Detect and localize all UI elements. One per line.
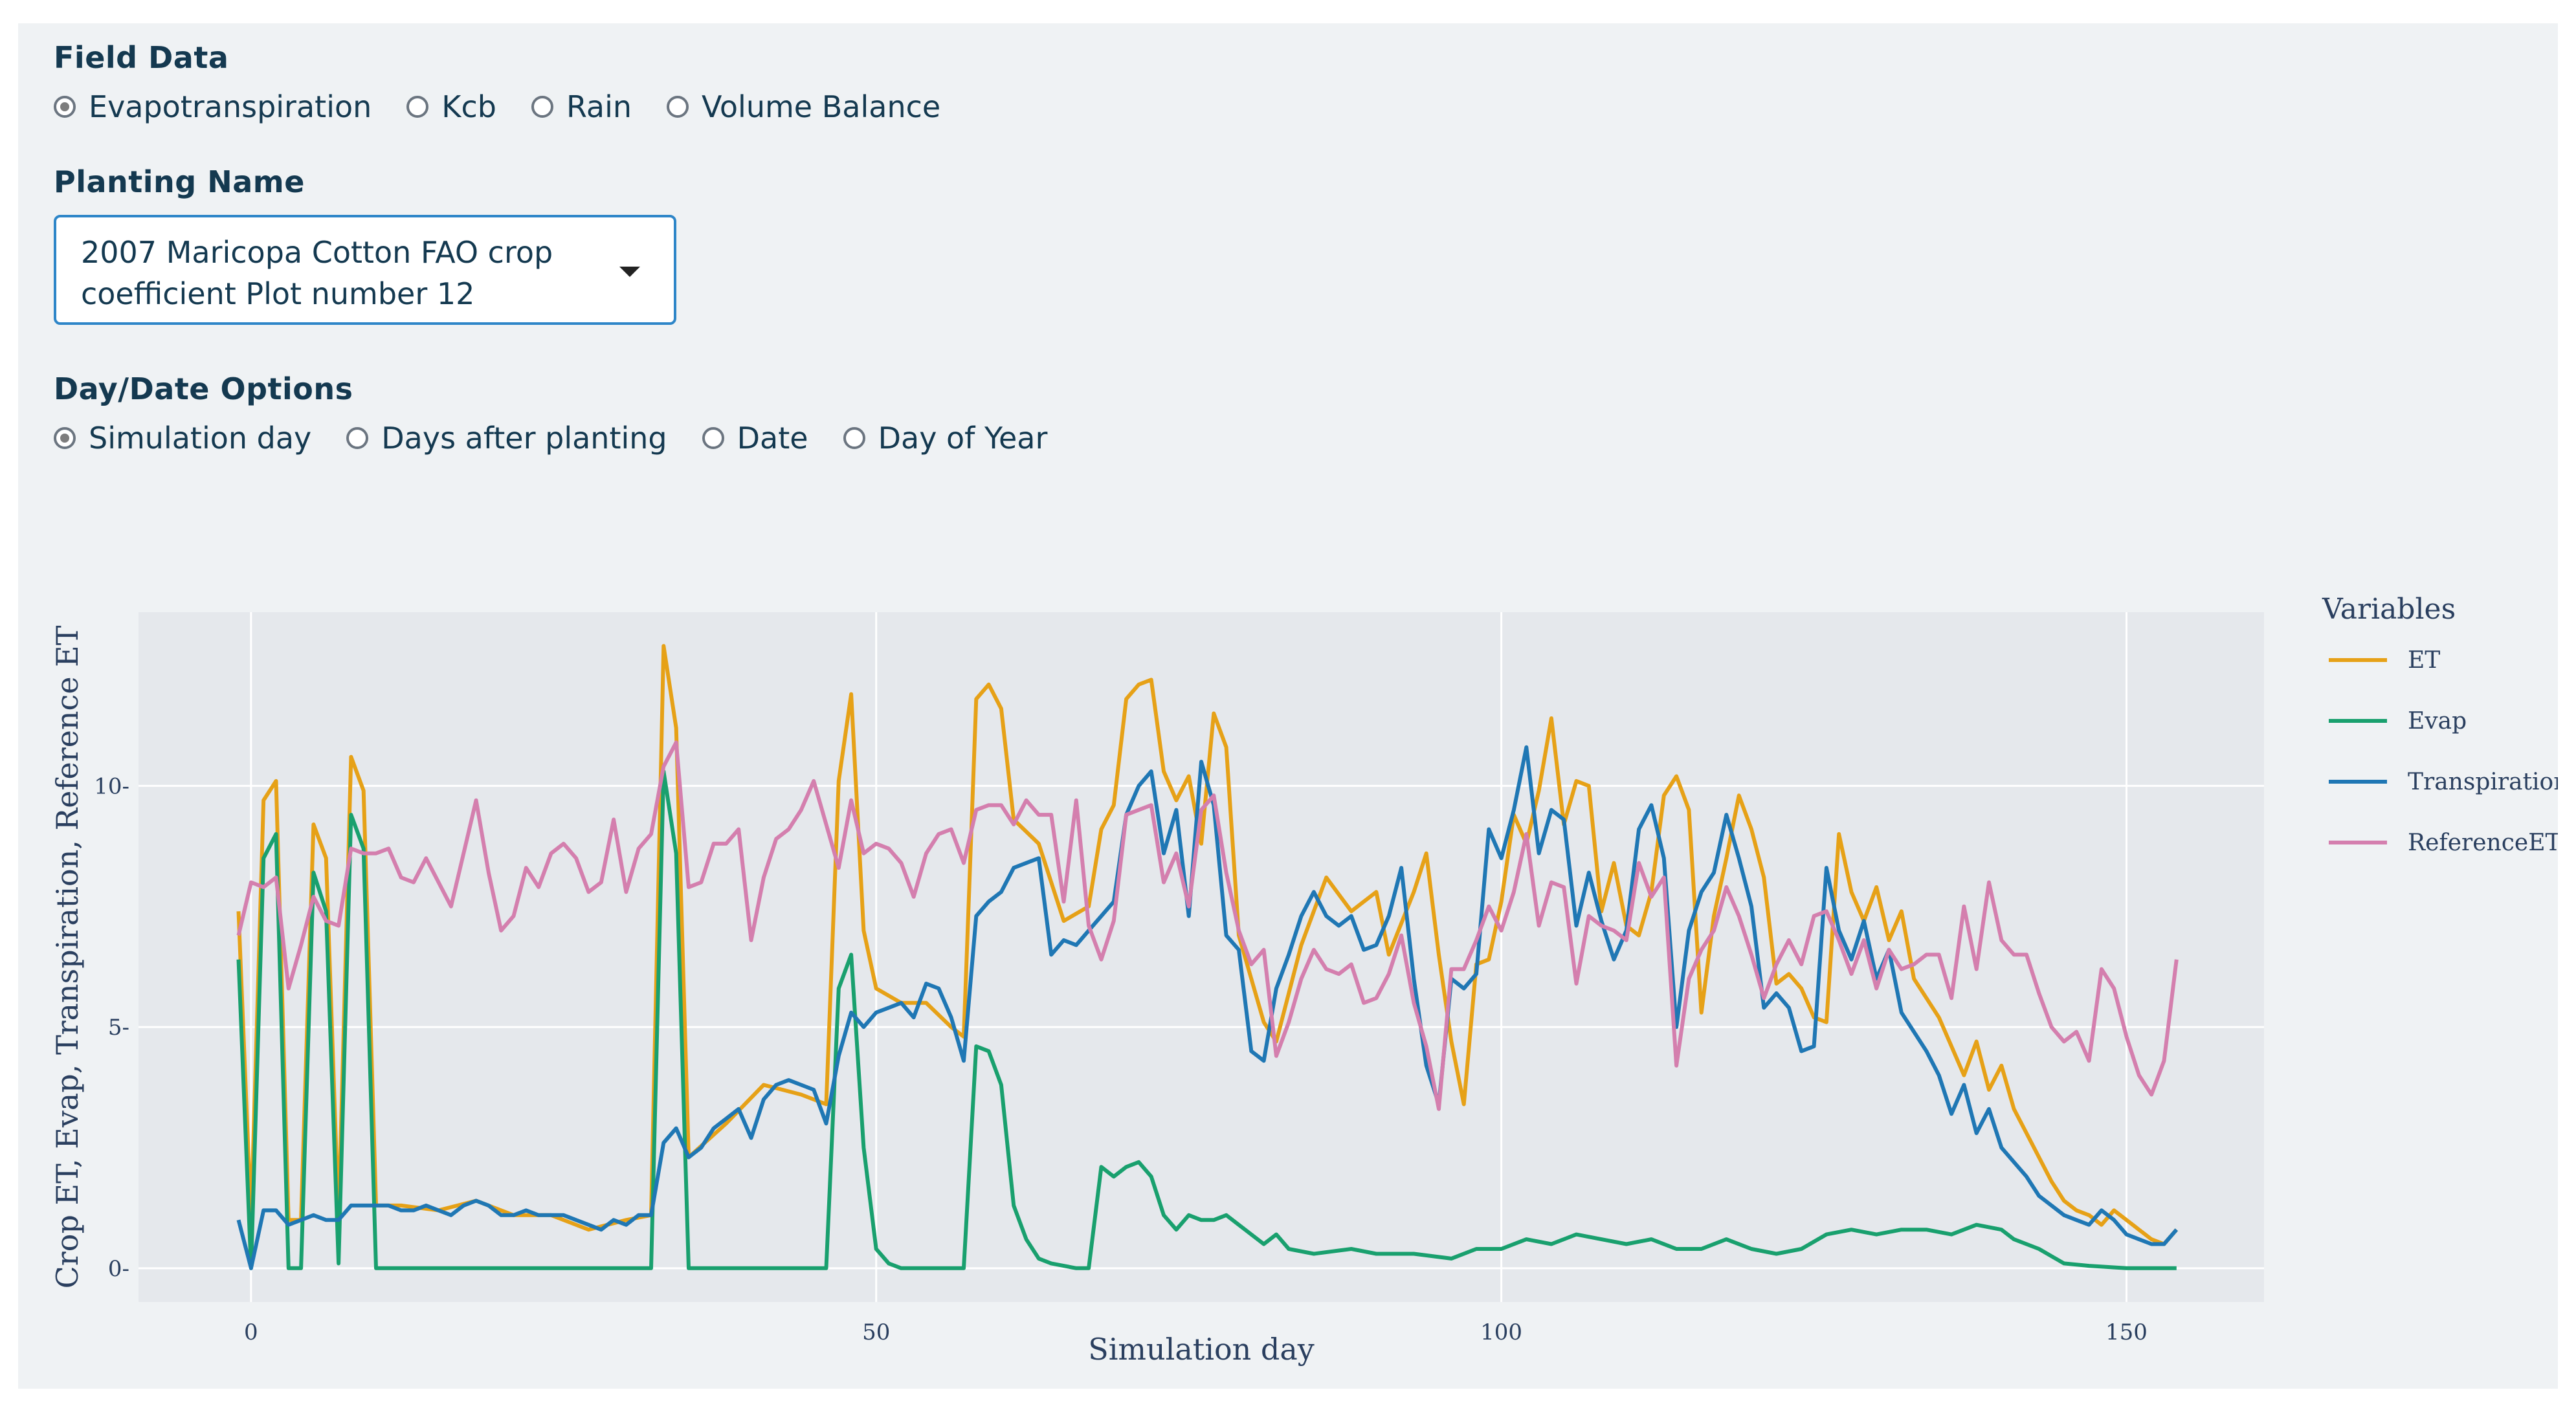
radio-label: Date	[737, 421, 808, 456]
radio-date[interactable]: Date	[702, 421, 808, 456]
radio-circle-icon[interactable]	[843, 427, 865, 449]
planting-name-value: 2007 Maricopa Cotton FAO crop coefficien…	[81, 232, 586, 314]
legend: Variables ET Evap Transpiration ReferenceET	[2322, 593, 2558, 856]
radio-label: Kcb	[441, 89, 496, 124]
x-tick-label: 150	[2105, 1319, 2148, 1345]
field-data-title: Field Data	[54, 40, 229, 75]
series-line-transpiration[interactable]	[236, 745, 2179, 1270]
radio-days-after-planting[interactable]: Days after planting	[346, 421, 667, 456]
y-tick-label: 0-	[108, 1256, 129, 1282]
planting-name-select[interactable]: 2007 Maricopa Cotton FAO crop coefficien…	[54, 215, 676, 325]
radio-circle-icon[interactable]	[54, 427, 76, 449]
radio-circle-icon[interactable]	[54, 96, 76, 118]
radio-volume-balance[interactable]: Volume Balance	[667, 89, 940, 124]
et-chart[interactable]: 0 50 100 150 0- 5- 10- Variables ET Evap Transpir…	[18, 580, 2558, 1389]
axes: 0 50 100 150 0- 5- 10-	[94, 773, 2148, 1345]
day-date-options-title: Day/Date Options	[54, 371, 353, 406]
radio-circle-icon[interactable]	[346, 427, 369, 449]
y-axis-title: Crop ET, Evap, Transpiration, Reference …	[50, 625, 85, 1288]
planting-value-line2: coefficient Plot number 12	[81, 276, 475, 311]
field-data-radio-group: Evapotranspiration Kcb Rain Volume Balan…	[54, 89, 975, 124]
y-tick-label: 10-	[94, 773, 129, 799]
radio-label: Days after planting	[381, 421, 667, 456]
legend-label-referenceet[interactable]: ReferenceET	[2408, 830, 2558, 856]
app-panel: Field Data Evapotranspiration Kcb Rain V…	[18, 23, 2558, 1389]
x-tick-label: 50	[862, 1319, 890, 1345]
x-tick-label: 100	[1480, 1319, 1522, 1345]
planting-name-title: Planting Name	[54, 164, 305, 199]
radio-kcb[interactable]: Kcb	[406, 89, 496, 124]
radio-circle-icon[interactable]	[667, 96, 689, 118]
radio-rain[interactable]: Rain	[531, 89, 632, 124]
legend-label-et[interactable]: ET	[2408, 647, 2440, 674]
legend-title: Variables	[2322, 593, 2456, 626]
radio-circle-icon[interactable]	[702, 427, 724, 449]
x-tick-label: 0	[244, 1319, 258, 1345]
series-line-evap[interactable]	[236, 769, 2177, 1270]
series-line-referenceet[interactable]	[236, 740, 2179, 1111]
radio-circle-icon[interactable]	[531, 96, 553, 118]
radio-label: Rain	[566, 89, 632, 124]
planting-value-line1: 2007 Maricopa Cotton FAO crop	[81, 235, 553, 270]
radio-label: Evapotranspiration	[89, 89, 372, 124]
radio-evapotranspiration[interactable]: Evapotranspiration	[54, 89, 372, 124]
legend-label-evap[interactable]: Evap	[2408, 708, 2467, 734]
radio-label: Simulation day	[89, 421, 312, 456]
caret-down-icon[interactable]	[619, 267, 640, 277]
radio-circle-icon[interactable]	[406, 96, 429, 118]
y-tick-label: 5-	[108, 1015, 129, 1041]
day-options-radio-group: Simulation day Days after planting Date …	[54, 421, 1082, 456]
plot-area	[139, 612, 2264, 1302]
radio-simulation-day[interactable]: Simulation day	[54, 421, 311, 456]
series-line-et[interactable]	[236, 644, 2179, 1246]
radio-label: Day of Year	[878, 421, 1048, 456]
legend-label-transpiration[interactable]: Transpiration	[2408, 769, 2558, 795]
series-lines	[236, 644, 2179, 1270]
radio-day-of-year[interactable]: Day of Year	[843, 421, 1048, 456]
radio-label: Volume Balance	[702, 89, 941, 124]
x-axis-title: Simulation day	[1088, 1332, 1315, 1367]
